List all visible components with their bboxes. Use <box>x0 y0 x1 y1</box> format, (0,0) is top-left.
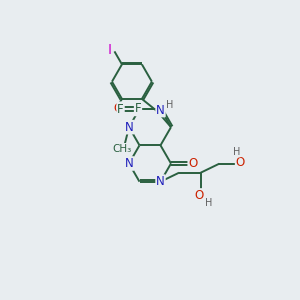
Text: CH₃: CH₃ <box>112 144 132 154</box>
Text: I: I <box>108 43 112 57</box>
Text: O: O <box>236 156 245 169</box>
Text: F: F <box>135 102 141 116</box>
Text: N: N <box>156 103 165 116</box>
Text: N: N <box>156 175 165 188</box>
Text: F: F <box>117 103 124 116</box>
Text: H: H <box>233 147 240 157</box>
Text: O: O <box>188 157 197 170</box>
Text: H: H <box>166 100 173 110</box>
Text: N: N <box>124 157 134 170</box>
Text: O: O <box>195 189 204 202</box>
Text: O: O <box>113 102 122 116</box>
Text: N: N <box>124 121 134 134</box>
Text: H: H <box>206 198 213 208</box>
